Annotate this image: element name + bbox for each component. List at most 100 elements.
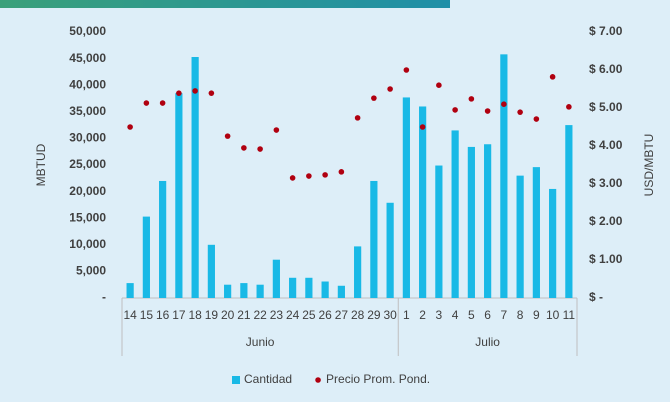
x-tick-label: 14 (123, 308, 137, 322)
price-dot (208, 90, 215, 96)
bar (175, 93, 183, 299)
x-tick-label: 25 (302, 308, 316, 322)
price-dot (517, 109, 523, 115)
price-dot (322, 172, 328, 178)
legend-label: Precio Prom. Pond. (326, 372, 430, 386)
bar (207, 244, 215, 298)
price-dot (566, 104, 572, 110)
x-tick-label: 20 (221, 308, 235, 322)
y-tick-label: 15,000 (69, 210, 106, 224)
y2-tick-label: $ - (589, 290, 603, 304)
x-tick-label: 26 (318, 308, 332, 322)
x-tick-label: 16 (156, 308, 170, 322)
y2-axis-label: USD/MBTU (642, 134, 656, 197)
y-tick-label: 35,000 (69, 104, 106, 118)
y-tick-label: 5,000 (76, 264, 106, 278)
x-tick-label: 15 (140, 308, 154, 322)
y2-tick-label: $ 1.00 (589, 252, 623, 266)
y2-tick-label: $ 4.00 (589, 138, 623, 152)
bar (289, 277, 297, 298)
x-tick-label: 2 (419, 308, 426, 322)
y2-tick-label: $ 2.00 (589, 214, 623, 228)
price-dot (338, 169, 345, 175)
y2-tick-label: $ 3.00 (589, 176, 623, 190)
bar (549, 188, 557, 298)
y-tick-label: 20,000 (69, 184, 106, 198)
x-tick-label: 7 (501, 308, 508, 322)
y2-tick-label: $ 6.00 (589, 62, 623, 76)
x-tick-label: 1 (403, 308, 410, 322)
price-dot (419, 124, 426, 130)
x-tick-label: 3 (436, 308, 443, 322)
price-dot (159, 100, 166, 106)
x-tick-label: 8 (517, 308, 524, 322)
price-dot (192, 88, 198, 94)
x-tick-label: 10 (546, 308, 560, 322)
x-tick-label: 23 (270, 308, 284, 322)
price-dot (533, 116, 540, 122)
bar (565, 125, 573, 298)
price-dot (127, 124, 133, 130)
bar (224, 284, 232, 298)
bar (386, 202, 394, 298)
price-dot (371, 95, 377, 101)
x-tick-label: 21 (237, 308, 251, 322)
price-dot (403, 67, 410, 73)
bar (272, 259, 280, 298)
bar (451, 130, 459, 298)
bar (435, 165, 443, 298)
group-label: Julio (475, 335, 500, 349)
price-dot (306, 173, 312, 179)
price-dot (452, 107, 458, 113)
legend-label: Cantidad (244, 372, 292, 386)
group-label: Junio (246, 335, 275, 349)
price-dot (176, 90, 182, 96)
y-tick-label: 40,000 (69, 77, 106, 91)
bar (402, 97, 410, 298)
header-strip (0, 0, 450, 8)
bar (159, 180, 167, 298)
y-tick-label: 10,000 (69, 237, 106, 251)
x-tick-label: 29 (367, 308, 381, 322)
price-dot (436, 82, 442, 88)
x-tick-label: 9 (533, 308, 540, 322)
x-tick-label: 24 (286, 308, 300, 322)
bar (337, 285, 345, 298)
x-tick-label: 30 (383, 308, 397, 322)
bar (256, 284, 264, 298)
bar (305, 277, 313, 298)
bar (191, 57, 199, 299)
y2-tick-label: $ 7.00 (589, 24, 623, 38)
bar (467, 146, 475, 298)
price-dot (143, 100, 150, 106)
y-tick-label: 25,000 (69, 157, 106, 171)
price-dot (549, 74, 556, 80)
y-tick-label: 30,000 (69, 131, 106, 145)
y-axis-label: MBTUD (34, 143, 48, 186)
bar (484, 144, 492, 298)
price-dot (501, 101, 507, 107)
y-tick-label: - (102, 290, 106, 304)
price-dot (387, 86, 393, 92)
bar (142, 216, 150, 298)
bar (516, 175, 524, 298)
bar (500, 54, 508, 299)
x-tick-label: 11 (563, 308, 576, 322)
x-tick-label: 5 (468, 308, 475, 322)
x-tick-label: 17 (172, 308, 186, 322)
y-tick-label: 50,000 (69, 24, 106, 38)
bar (321, 281, 329, 298)
x-tick-label: 18 (188, 308, 202, 322)
y2-tick-label: $ 5.00 (589, 100, 623, 114)
bar (532, 167, 540, 298)
bar (354, 246, 362, 298)
x-tick-label: 19 (205, 308, 219, 322)
x-tick-label: 4 (452, 308, 459, 322)
price-dot (241, 145, 247, 151)
bar (370, 180, 378, 298)
legend-marker (315, 377, 321, 383)
price-dot (257, 146, 263, 152)
price-dot (289, 175, 296, 181)
